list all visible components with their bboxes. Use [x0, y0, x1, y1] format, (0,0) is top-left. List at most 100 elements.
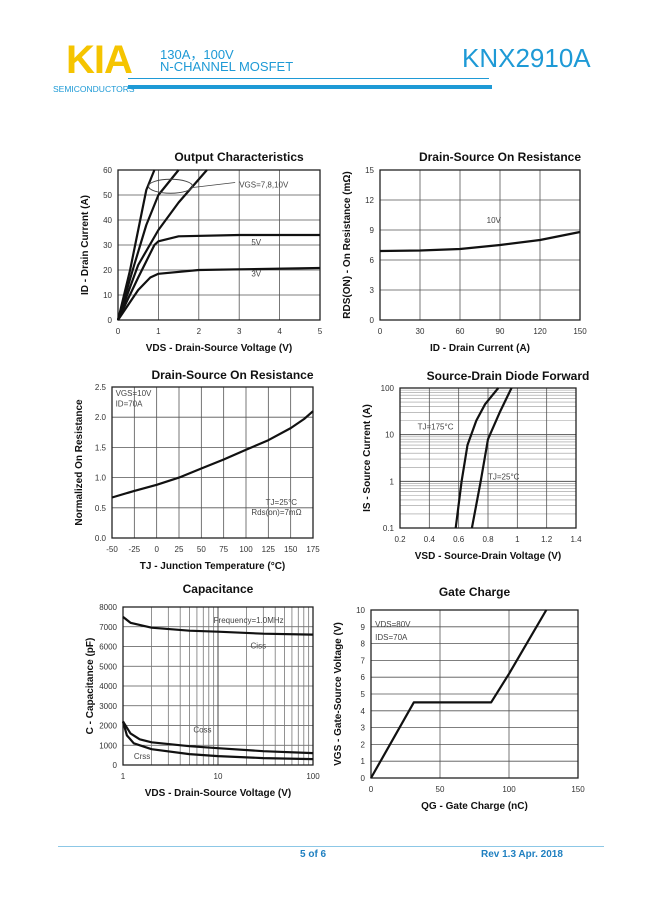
y-tick-label: 2.5 [95, 383, 107, 392]
annotation: VGS=7,8,10V [239, 181, 289, 190]
y-tick-label: 5 [361, 690, 366, 699]
y-tick-label: 0.0 [95, 534, 107, 543]
logo-subtitle: SEMICONDUCTORS [53, 84, 135, 94]
x-tick-label: 100 [306, 772, 320, 781]
series-line-Ciss [122, 616, 314, 636]
x-tick-label: 25 [175, 545, 184, 554]
x-tick-label: 150 [573, 327, 587, 336]
plot-frame [379, 169, 581, 321]
page-number: 5 of 6 [300, 849, 327, 860]
header-divider-thick [128, 85, 492, 89]
annotation: Rds(on)=7mΩ [251, 508, 301, 517]
y-tick-label: 0 [108, 316, 113, 325]
y-tick-label: 3000 [99, 702, 117, 711]
series-line-Rdson [111, 410, 314, 499]
x-tick-label: 0.8 [482, 535, 494, 544]
series-line-7V [116, 169, 208, 321]
plot-frame [111, 386, 314, 539]
annotation: 5V [251, 238, 261, 247]
y-tick-label: 0.1 [383, 524, 395, 533]
y-tick-label: 6 [361, 673, 366, 682]
series-line-TJ175C [454, 387, 500, 529]
header-divider-thin [128, 78, 489, 79]
revision: Rev 1.3 Apr. 2018 [481, 849, 563, 860]
annotation: TJ=175°C [418, 422, 454, 431]
y-tick-label: 1.0 [95, 474, 107, 483]
annotation: Coss [193, 725, 211, 734]
y-tick-label: 6 [370, 256, 375, 265]
y-axis-label: IS - Source Current (A) [362, 404, 373, 512]
y-tick-label: 20 [103, 266, 112, 275]
x-tick-label: 2 [197, 327, 202, 336]
y-axis-label: RDS(ON) - On Resistance (mΩ) [342, 171, 353, 318]
y-tick-label: 3 [370, 286, 375, 295]
x-tick-label: 1.2 [541, 535, 553, 544]
y-tick-label: 1 [390, 477, 395, 486]
vgs-group-ellipse [148, 178, 194, 194]
y-tick-label: 9 [361, 623, 366, 632]
x-axis-label: TJ - Junction Temperature (°C) [140, 561, 286, 572]
y-tick-label: 10 [356, 606, 365, 615]
plot-frame [370, 609, 579, 779]
x-tick-label: 0 [369, 785, 374, 794]
x-tick-label: 5 [318, 327, 323, 336]
x-tick-label: 1 [515, 535, 520, 544]
y-tick-label: 60 [103, 166, 112, 175]
x-axis-label: ID - Drain Current (A) [430, 343, 530, 354]
y-tick-label: 50 [103, 191, 112, 200]
y-axis-label: VGS - Gate-Source Voltage (V) [333, 622, 344, 766]
series-line-8V [116, 169, 180, 321]
y-tick-label: 7000 [99, 623, 117, 632]
x-tick-label: 0 [116, 327, 121, 336]
series-line-Crss [121, 721, 314, 761]
x-tick-label: -25 [129, 545, 141, 554]
x-axis-label: VDS - Drain-Source Voltage (V) [146, 343, 293, 354]
chart-title: Gate Charge [439, 585, 511, 599]
spec-type: N-CHANNEL MOSFET [160, 59, 294, 74]
x-axis-label: VSD - Source-Drain Voltage (V) [415, 551, 562, 562]
y-tick-label: 2.0 [95, 413, 107, 422]
x-tick-label: 0.4 [424, 535, 436, 544]
y-tick-label: 3 [361, 724, 366, 733]
x-tick-label: 150 [284, 545, 298, 554]
y-axis-label: Normalized On Resistance [74, 399, 85, 526]
x-tick-label: 125 [262, 545, 276, 554]
part-number: KNX2910A [462, 43, 591, 73]
y-tick-label: 4 [361, 707, 366, 716]
x-tick-label: 3 [237, 327, 242, 336]
series-line-VGS [370, 609, 548, 779]
series-line-Coss [122, 720, 314, 755]
series-line-TJ25C [470, 387, 513, 529]
y-axis-label: ID - Drain Current (A) [80, 195, 91, 295]
x-tick-label: 1 [156, 327, 161, 336]
annotation: 10V [487, 216, 502, 225]
x-tick-label: 10 [214, 772, 223, 781]
y-tick-label: 10 [103, 291, 112, 300]
x-axis-label: VDS - Drain-Source Voltage (V) [145, 788, 292, 799]
y-tick-label: 0 [113, 761, 118, 770]
y-tick-label: 8 [361, 640, 366, 649]
y-tick-label: 9 [370, 226, 375, 235]
annotation: 3V [251, 269, 261, 278]
footer-divider [58, 846, 604, 847]
y-tick-label: 0 [370, 316, 375, 325]
annotation: VGS=10V [116, 389, 152, 398]
plot-frame [122, 606, 314, 766]
y-axis-label: C - Capacitance (pF) [85, 638, 96, 735]
y-tick-label: 4000 [99, 682, 117, 691]
series-line-3V [117, 266, 321, 321]
chart-title: Drain-Source On Resistance [151, 368, 313, 382]
y-tick-label: 2 [361, 740, 366, 749]
y-tick-label: 12 [365, 196, 374, 205]
x-tick-label: 100 [239, 545, 253, 554]
chart-title: Source-Drain Diode Forward [427, 369, 590, 383]
x-tick-label: 0.2 [394, 535, 406, 544]
annotation: Frequency=1.0MHz [214, 616, 284, 625]
x-tick-label: 30 [416, 327, 425, 336]
y-tick-label: 1000 [99, 741, 117, 750]
plot-frame [117, 169, 321, 321]
y-tick-label: 10 [385, 431, 394, 440]
y-tick-label: 1 [361, 757, 366, 766]
